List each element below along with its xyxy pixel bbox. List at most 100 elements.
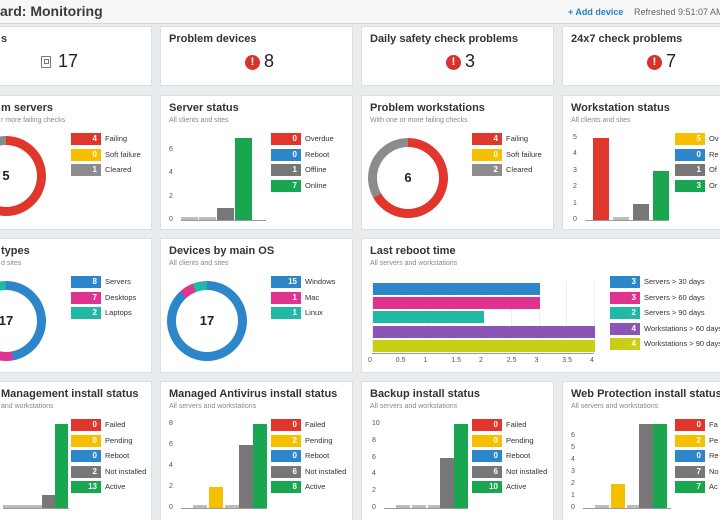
bar[interactable] bbox=[653, 170, 669, 220]
dashboard-header: ard: Monitoring + Add device Refreshed 9… bbox=[0, 0, 720, 24]
web-protection-install-card[interactable]: Web Protection install status All server… bbox=[562, 381, 720, 520]
management-install-card[interactable]: Management install status and workstatio… bbox=[0, 381, 152, 520]
legend-value: 3 bbox=[675, 179, 705, 192]
bar[interactable] bbox=[55, 424, 68, 508]
legend-value: 2 bbox=[675, 434, 705, 447]
bar[interactable] bbox=[653, 424, 667, 508]
x-axis-line bbox=[181, 220, 266, 221]
legend-value: 3 bbox=[610, 291, 640, 304]
problem-servers-card[interactable]: m servers r more failing checks 5 4 Faili… bbox=[0, 95, 152, 230]
legend-label: Ac bbox=[709, 482, 718, 491]
bar[interactable] bbox=[239, 445, 253, 508]
legend-label: Overdue bbox=[305, 134, 334, 143]
bar[interactable] bbox=[613, 217, 629, 220]
y-tick-label: 2 bbox=[372, 487, 376, 495]
kpi-card-devices[interactable]: s 17 bbox=[0, 26, 152, 86]
legend-value: 3 bbox=[610, 276, 640, 288]
bar[interactable] bbox=[412, 505, 426, 508]
bar[interactable] bbox=[428, 505, 442, 508]
bar[interactable] bbox=[199, 217, 216, 220]
legend-label: Not installed bbox=[105, 466, 147, 476]
y-tick-label: 4 bbox=[571, 456, 575, 463]
x-axis-line bbox=[585, 220, 669, 221]
bar[interactable] bbox=[373, 283, 540, 295]
bar[interactable] bbox=[627, 505, 641, 508]
bar[interactable] bbox=[181, 217, 198, 220]
legend-value: 8 bbox=[271, 481, 301, 493]
kpi-card-problem-devices[interactable]: Problem devices ! 8 bbox=[160, 26, 353, 86]
backup-install-card[interactable]: Backup install status All servers and wo… bbox=[361, 381, 554, 520]
bar[interactable] bbox=[253, 424, 267, 508]
kpi-card-24x7[interactable]: 24x7 check problems ! 7 bbox=[562, 26, 720, 86]
y-tick-label: 0 bbox=[169, 216, 173, 223]
kpi-card-daily-safety[interactable]: Daily safety check problems ! 3 bbox=[361, 26, 554, 86]
bar[interactable] bbox=[3, 505, 16, 508]
legend-value: 7 bbox=[675, 481, 705, 493]
card-subtitle: All clients and sites bbox=[169, 260, 229, 267]
bar[interactable] bbox=[639, 424, 653, 508]
bar[interactable] bbox=[373, 297, 540, 310]
legend-label: Failed bbox=[105, 420, 126, 429]
card-subtitle: r more failing checks bbox=[1, 117, 66, 124]
workstation-status-card[interactable]: Workstation status All clients and sites… bbox=[562, 95, 720, 230]
legend-label: Fa bbox=[709, 420, 718, 429]
device-types-card[interactable]: types d sites 17 8 Servers 7 Desktops 2 Lapto… bbox=[0, 238, 152, 373]
bar[interactable] bbox=[209, 487, 223, 508]
last-reboot-card[interactable]: Last reboot time All servers and worksta… bbox=[361, 238, 720, 373]
donut-center-value: 6 bbox=[377, 147, 439, 209]
bar[interactable] bbox=[217, 208, 234, 220]
card-subtitle: d sites bbox=[1, 260, 22, 267]
bar[interactable] bbox=[440, 457, 454, 508]
bar[interactable] bbox=[235, 138, 252, 220]
bar[interactable] bbox=[611, 484, 625, 508]
legend-label: Reboot bbox=[305, 149, 330, 159]
legend-value: 5 bbox=[675, 133, 705, 145]
bar[interactable] bbox=[593, 138, 609, 220]
legend-value: 8 bbox=[71, 276, 101, 288]
y-tick-label: 1 bbox=[571, 492, 575, 499]
card-title: Web Protection install status bbox=[571, 388, 720, 400]
bar[interactable] bbox=[396, 505, 410, 508]
server-status-card[interactable]: Server status All clients and sites 0 2 4 6… bbox=[160, 95, 353, 230]
legend-label: Pending bbox=[105, 435, 133, 445]
problem-workstations-donut: 6 bbox=[368, 138, 448, 218]
bar[interactable] bbox=[42, 495, 55, 508]
antivirus-install-card[interactable]: Managed Antivirus install status All ser… bbox=[160, 381, 353, 520]
card-subtitle: All clients and sites bbox=[169, 117, 229, 124]
bar[interactable] bbox=[454, 424, 468, 508]
legend-label: Soft failure bbox=[105, 149, 141, 159]
legend-label: Servers > 90 days bbox=[644, 308, 705, 317]
bar[interactable] bbox=[373, 339, 595, 352]
x-tick-label: 1 bbox=[423, 357, 428, 364]
card-subtitle: All servers and workstations bbox=[370, 260, 458, 267]
grid-line bbox=[594, 281, 595, 353]
legend-value: 7 bbox=[71, 291, 101, 304]
bar[interactable] bbox=[193, 505, 207, 508]
legend-value: 7 bbox=[271, 179, 301, 192]
bar[interactable] bbox=[225, 505, 239, 508]
legend-label: Not installed bbox=[506, 466, 548, 476]
x-axis-line bbox=[384, 508, 468, 509]
bar[interactable] bbox=[29, 505, 42, 508]
x-tick-label: 3 bbox=[534, 357, 539, 364]
add-device-button[interactable]: + Add device bbox=[568, 7, 624, 17]
bar[interactable] bbox=[373, 311, 484, 324]
bar[interactable] bbox=[595, 505, 609, 508]
y-tick-label: 0 bbox=[573, 216, 577, 223]
legend-value: 0 bbox=[472, 419, 502, 431]
bar[interactable] bbox=[16, 505, 29, 508]
legend-value: 6 bbox=[472, 465, 502, 478]
kpi-value: 3 bbox=[465, 51, 476, 71]
bar[interactable] bbox=[633, 203, 649, 220]
y-tick-label: 3 bbox=[573, 166, 577, 174]
legend-label: Failed bbox=[506, 420, 527, 429]
devices-by-os-card[interactable]: Devices by main OS All clients and sites… bbox=[160, 238, 353, 373]
legend-label: Laptops bbox=[105, 308, 132, 317]
kpi-value: 7 bbox=[666, 51, 677, 71]
legend-label: Servers bbox=[105, 277, 131, 286]
problem-workstations-card[interactable]: Problem workstations With one or more fa… bbox=[361, 95, 554, 230]
bar[interactable] bbox=[373, 325, 595, 338]
alert-diamond-icon: ! bbox=[446, 55, 461, 70]
legend-label: Or bbox=[709, 180, 718, 190]
kpi-value: 8 bbox=[264, 51, 275, 71]
